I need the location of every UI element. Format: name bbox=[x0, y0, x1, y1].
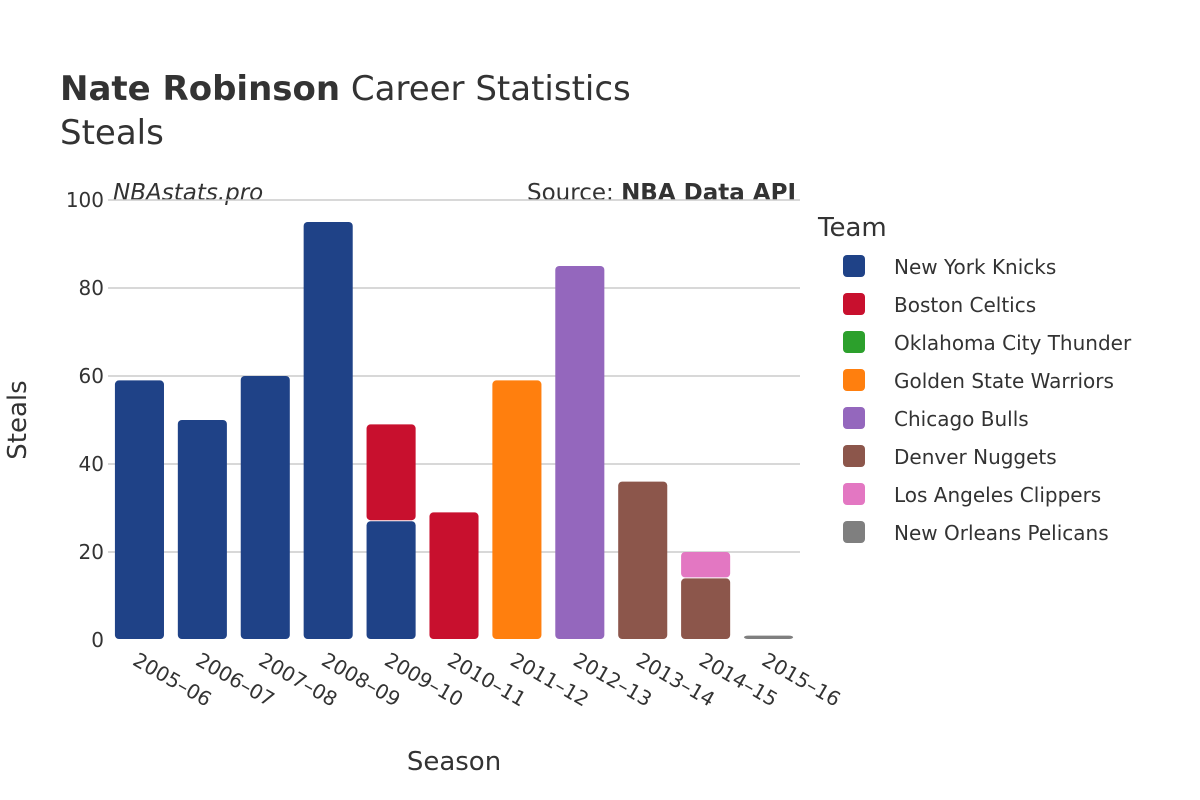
bar-segment bbox=[681, 578, 731, 639]
chart-title-suffix bbox=[340, 69, 351, 109]
bar-segment bbox=[114, 380, 164, 639]
watermark: NBAstats.pro bbox=[113, 180, 263, 206]
bar-segment bbox=[177, 420, 227, 639]
y-tick-label: 100 bbox=[66, 188, 104, 212]
legend-swatch bbox=[843, 521, 865, 543]
y-tick-label: 0 bbox=[91, 628, 104, 652]
x-axis-ticks: 2005–062006–072007–082008–092009–102010–… bbox=[129, 648, 845, 712]
y-tick-label: 40 bbox=[79, 452, 104, 476]
bar-segment bbox=[240, 376, 290, 639]
legend-label: Oklahoma City Thunder bbox=[894, 331, 1132, 355]
source-name: NBA Data API bbox=[621, 180, 796, 206]
legend-label: Denver Nuggets bbox=[894, 445, 1057, 469]
bar-segment bbox=[492, 380, 542, 639]
legend-swatch bbox=[843, 293, 865, 315]
legend-label: Boston Celtics bbox=[894, 293, 1036, 317]
legend-label: Chicago Bulls bbox=[894, 407, 1029, 431]
legend-swatch bbox=[843, 369, 865, 391]
legend-label: New Orleans Pelicans bbox=[894, 521, 1109, 545]
legend-swatch bbox=[843, 445, 865, 467]
legend-label: New York Knicks bbox=[894, 255, 1056, 279]
chart-subtitle: Steals bbox=[60, 113, 164, 153]
bar-segment bbox=[366, 521, 416, 639]
y-tick-label: 60 bbox=[79, 364, 104, 388]
bar-segment bbox=[681, 552, 731, 578]
y-tick-label: 20 bbox=[79, 540, 104, 564]
legend: New York Knicks Boston Celtics Oklahoma Ci… bbox=[843, 255, 1132, 545]
source-credit: Source: NBA Data API bbox=[527, 180, 796, 206]
bar-segment bbox=[555, 266, 605, 639]
source-prefix: Source: bbox=[527, 180, 621, 206]
bars bbox=[114, 222, 794, 639]
bar-segment bbox=[618, 481, 668, 639]
legend-title: Team bbox=[817, 213, 887, 243]
chart-title-stat-label: Career Statistics bbox=[351, 69, 631, 109]
x-axis-label: Season bbox=[407, 747, 501, 777]
legend-swatch bbox=[843, 407, 865, 429]
legend-swatch bbox=[843, 331, 865, 353]
legend-swatch bbox=[843, 483, 865, 505]
legend-label: Los Angeles Clippers bbox=[894, 483, 1101, 507]
chart-title-player: Nate Robinson bbox=[60, 69, 340, 109]
y-tick-label: 80 bbox=[79, 276, 104, 300]
y-axis-label: Steals bbox=[3, 380, 33, 459]
chart-title: Nate Robinson Career Statistics bbox=[60, 69, 631, 109]
y-axis-ticks: 0 20 40 60 80 100 bbox=[66, 188, 104, 652]
bar-segment bbox=[744, 635, 794, 639]
bar-segment bbox=[429, 512, 479, 639]
legend-label: Golden State Warriors bbox=[894, 369, 1114, 393]
legend-swatch bbox=[843, 255, 865, 277]
bar-segment bbox=[303, 222, 353, 639]
bar-segment bbox=[366, 424, 416, 521]
